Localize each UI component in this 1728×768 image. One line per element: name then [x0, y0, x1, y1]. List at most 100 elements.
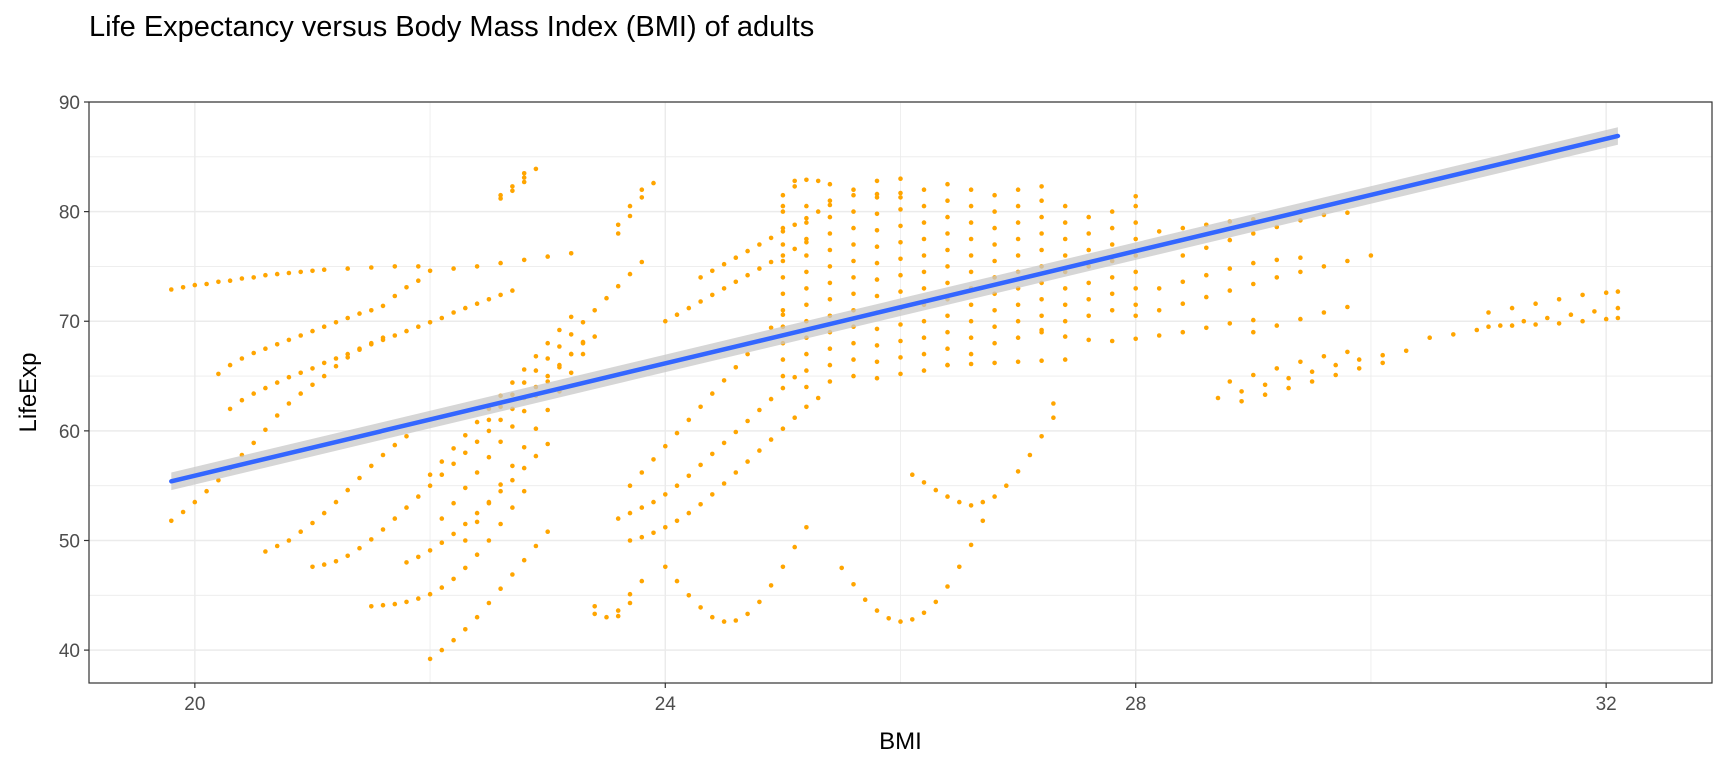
data-point — [521, 171, 527, 176]
data-point — [1180, 225, 1186, 231]
data-point — [910, 617, 915, 622]
data-point — [1204, 325, 1209, 331]
data-point — [710, 492, 715, 497]
data-point — [780, 426, 786, 432]
data-point — [1062, 357, 1068, 362]
data-point — [851, 373, 856, 379]
data-point — [1545, 315, 1550, 321]
data-point — [992, 225, 997, 231]
data-point — [1509, 305, 1515, 311]
data-point — [804, 215, 809, 221]
data-point — [780, 357, 786, 362]
data-point — [1015, 318, 1021, 324]
data-point — [345, 553, 351, 559]
data-point — [898, 289, 903, 294]
data-point — [604, 614, 609, 620]
data-point — [874, 260, 880, 266]
data-point — [1298, 359, 1303, 365]
data-point — [827, 297, 833, 302]
data-point — [1180, 253, 1186, 258]
data-point — [710, 268, 715, 274]
data-point — [451, 446, 456, 451]
data-point — [510, 463, 515, 469]
data-point — [474, 470, 480, 475]
data-point — [992, 308, 997, 313]
data-point — [874, 608, 880, 613]
data-point — [745, 272, 750, 278]
data-point — [369, 604, 374, 609]
data-point — [921, 318, 927, 324]
data-point — [545, 441, 550, 447]
data-point — [263, 346, 268, 352]
data-point — [357, 475, 362, 481]
data-point — [1039, 247, 1044, 253]
data-point — [380, 527, 386, 532]
data-point — [1615, 305, 1621, 311]
data-point — [427, 320, 433, 325]
data-point — [486, 428, 492, 434]
data-point — [1180, 279, 1186, 285]
data-point — [427, 548, 433, 553]
data-point — [945, 313, 950, 319]
data-point — [651, 499, 656, 505]
data-point — [333, 499, 339, 505]
data-point — [451, 531, 456, 537]
data-point — [874, 359, 880, 365]
data-point — [898, 371, 903, 377]
data-point — [639, 470, 645, 475]
data-point — [1133, 203, 1138, 209]
data-point — [369, 537, 374, 542]
data-point — [768, 396, 774, 402]
data-point — [227, 278, 233, 284]
data-point — [921, 480, 927, 485]
data-point — [1039, 214, 1044, 220]
data-point — [710, 391, 715, 396]
data-point — [780, 385, 786, 391]
data-point — [263, 385, 268, 391]
data-point — [768, 235, 774, 241]
data-point — [510, 288, 515, 293]
data-point — [639, 259, 645, 265]
data-point — [1298, 269, 1303, 275]
data-point — [1380, 360, 1385, 366]
data-point — [545, 356, 550, 361]
data-point — [1109, 225, 1115, 231]
data-point — [804, 404, 809, 410]
data-point — [521, 557, 527, 563]
data-point — [1321, 354, 1327, 359]
data-point — [1274, 257, 1280, 263]
data-point — [827, 280, 833, 286]
data-point — [274, 271, 280, 277]
data-point — [804, 220, 809, 225]
data-point — [874, 343, 880, 348]
data-point — [757, 242, 762, 247]
data-point — [780, 258, 786, 264]
data-point — [898, 355, 903, 360]
data-point — [416, 494, 421, 499]
data-point — [1309, 369, 1315, 375]
data-point — [1180, 301, 1186, 307]
data-point — [498, 260, 503, 266]
data-point — [1086, 313, 1091, 319]
data-point — [686, 305, 692, 311]
data-point — [968, 236, 974, 242]
data-point — [1451, 332, 1456, 337]
data-point — [1062, 253, 1068, 258]
data-point — [1333, 362, 1338, 368]
data-point — [310, 520, 315, 526]
data-point — [745, 418, 750, 424]
data-point — [310, 382, 315, 388]
data-point — [1615, 315, 1621, 321]
data-point — [510, 477, 515, 483]
data-point — [792, 374, 797, 380]
data-point — [357, 347, 362, 353]
data-point — [733, 279, 739, 285]
data-point — [474, 439, 480, 445]
data-point — [298, 333, 304, 338]
data-point — [345, 355, 351, 360]
data-point — [1015, 359, 1021, 365]
data-point — [545, 407, 550, 413]
data-point — [1204, 272, 1209, 278]
data-point — [686, 417, 692, 423]
x-tick-label: 28 — [1125, 694, 1146, 715]
